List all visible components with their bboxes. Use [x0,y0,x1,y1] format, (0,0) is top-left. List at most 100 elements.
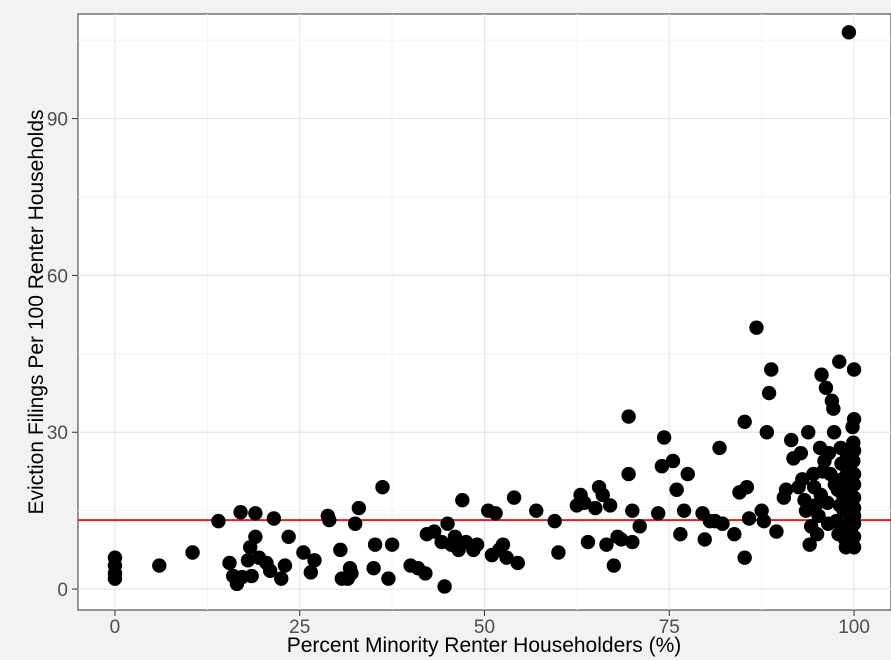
data-point-10 [233,505,248,520]
x-tick-label-3: 75 [659,617,680,638]
data-point-21 [274,571,289,586]
data-point-172 [846,529,862,545]
data-point-6 [211,513,226,529]
data-point-84 [650,506,666,521]
data-point-81 [625,503,640,518]
data-point-22 [277,558,293,573]
x-tick-label-1: 25 [289,617,310,638]
data-point-61 [499,550,514,565]
data-point-38 [375,479,390,495]
data-point-60 [495,537,511,552]
x-tick-label-4: 100 [838,617,870,638]
data-point-117 [795,472,810,487]
data-point-97 [715,516,730,531]
data-point-78 [614,532,629,547]
data-point-76 [606,558,622,573]
x-tick-label-0: 0 [110,617,121,638]
data-point-130 [814,367,829,382]
data-point-133 [818,380,834,396]
data-point-87 [665,453,681,469]
x-axis-title: Percent Minority Renter Householders (%) [287,634,682,657]
data-point-103 [741,511,757,526]
data-point-47 [437,579,452,594]
data-point-28 [322,512,337,528]
data-point-63 [510,555,525,571]
grid-layer [78,14,891,610]
data-point-173 [846,540,862,555]
data-point-145 [832,354,847,369]
data-point-168 [846,477,862,492]
data-point-101 [737,550,752,565]
data-point-112 [778,482,794,497]
data-point-176 [846,508,862,524]
data-point-37 [367,537,383,552]
data-point-75 [602,498,618,513]
data-point-100 [737,414,752,429]
data-point-88 [669,482,684,497]
data-point-15 [248,529,263,545]
data-point-106 [756,513,772,529]
data-point-167 [846,411,862,427]
data-point-102 [739,479,755,495]
x-tick-label-2: 50 [474,617,495,638]
data-point-107 [759,425,775,440]
data-point-7 [222,555,237,571]
data-point-113 [784,432,799,448]
data-point-34 [347,516,363,531]
data-point-20 [266,511,282,526]
data-point-82 [625,534,640,550]
y-tick-label-3: 90 [47,110,68,131]
data-point-14 [244,568,259,584]
data-point-91 [680,466,695,482]
data-point-98 [727,526,742,542]
data-point-4 [152,558,167,573]
data-point-52 [455,493,470,508]
data-point-79 [621,409,636,424]
y-axis-title: Eviction Filings Per 100 Renter Househol… [25,109,48,514]
data-point-64 [529,503,544,518]
data-point-45 [427,524,442,539]
data-point-90 [676,503,692,518]
data-point-23 [281,529,296,545]
data-point-96 [712,440,727,456]
data-point-83 [632,519,647,534]
data-point-69 [577,495,592,511]
data-point-158 [841,25,857,40]
data-point-169 [846,490,862,505]
ticks-layer: 0 25 50 75 100 0 30 60 90 [47,110,870,638]
data-point-50 [447,529,463,545]
data-point-35 [351,500,367,516]
data-point-127 [811,508,826,524]
data-point-175 [846,443,862,458]
data-point-24 [296,545,311,560]
points-layer [107,25,862,594]
data-point-136 [821,445,837,461]
data-point-93 [697,532,712,547]
data-point-120 [801,425,816,440]
data-point-5 [185,545,200,560]
data-point-43 [418,566,433,581]
data-point-36 [366,560,381,576]
data-point-140 [826,425,842,440]
data-point-48 [440,516,455,531]
data-point-109 [764,362,779,377]
data-point-85 [654,459,670,474]
data-point-29 [333,542,348,558]
data-point-71 [588,500,603,516]
data-point-55 [469,537,485,552]
y-tick-label-1: 30 [47,423,68,444]
data-point-26 [307,553,322,568]
data-point-39 [381,571,396,586]
data-point-74 [599,537,614,552]
data-point-80 [621,466,636,482]
data-point-16 [248,506,263,521]
data-point-65 [547,513,562,529]
data-point-165 [846,453,861,469]
data-point-58 [488,506,503,521]
data-point-166 [846,362,862,377]
y-tick-label-2: 60 [47,266,68,287]
data-point-134 [820,495,835,511]
data-point-70 [580,534,596,550]
data-point-66 [551,545,566,560]
